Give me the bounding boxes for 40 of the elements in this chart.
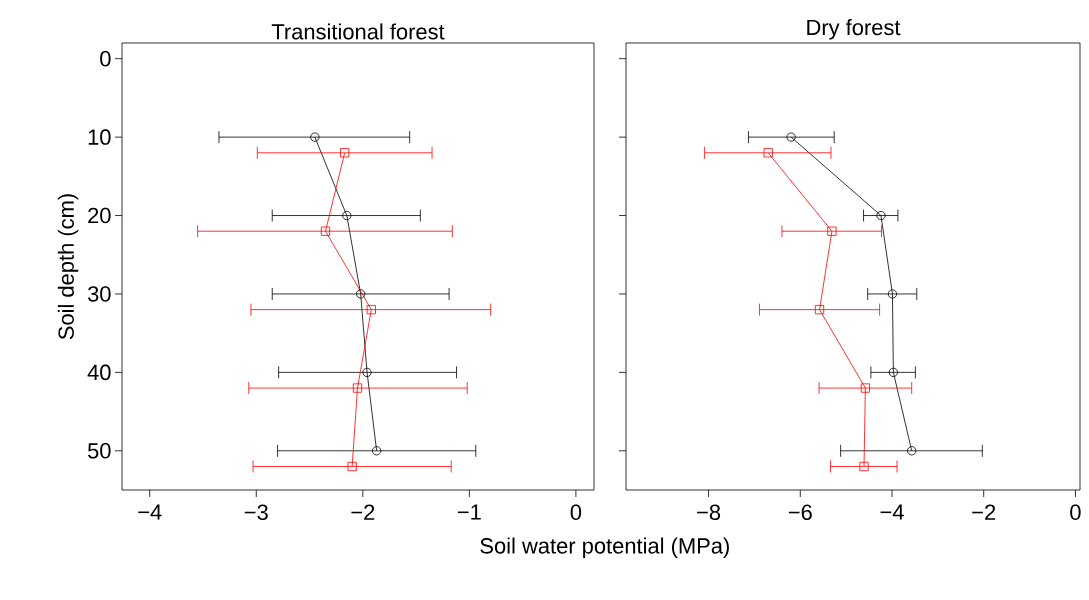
x-tick-label: −2: [351, 504, 375, 520]
point: [310, 132, 320, 142]
point: [362, 367, 372, 377]
point: [763, 148, 773, 158]
point: [342, 210, 352, 221]
point: [907, 446, 917, 456]
x-axis-title: Soil water potential (MPa): [480, 537, 729, 558]
point: [366, 305, 376, 315]
chart-title: Dry forest: [807, 19, 901, 40]
x-tick-label: −4: [138, 504, 162, 520]
y-tick-label: 30: [87, 286, 111, 302]
y-tick-label: 0: [100, 50, 111, 67]
point: [356, 289, 366, 299]
point: [320, 226, 331, 236]
x-tick-label: −3: [244, 504, 268, 521]
y-tick-label: 20: [88, 207, 111, 224]
chart-title: Transitional forest: [271, 23, 445, 40]
x-tick-label: −6: [788, 504, 812, 521]
y-tick-label: 40: [87, 364, 111, 381]
x-tick-label: −2: [972, 504, 996, 520]
y-axis-title: Soil depth (cm): [57, 194, 79, 340]
y-tick-label: 10: [88, 129, 111, 145]
point: [347, 461, 357, 472]
x-tick-label: −1: [457, 504, 481, 520]
point: [887, 289, 898, 299]
point: [860, 383, 870, 393]
x-tick-label: 0: [1070, 504, 1081, 521]
x-tick-label: 0: [570, 504, 582, 521]
point: [340, 148, 350, 158]
point: [859, 461, 869, 472]
point: [786, 132, 796, 142]
point: [352, 383, 363, 393]
x-tick-label: −8: [697, 504, 721, 521]
y-tick-label: 50: [87, 443, 111, 459]
x-tick-label: −4: [880, 504, 904, 520]
point: [372, 446, 382, 456]
point: [814, 305, 825, 315]
point: [827, 226, 837, 236]
point: [888, 367, 898, 377]
point: [876, 210, 886, 221]
